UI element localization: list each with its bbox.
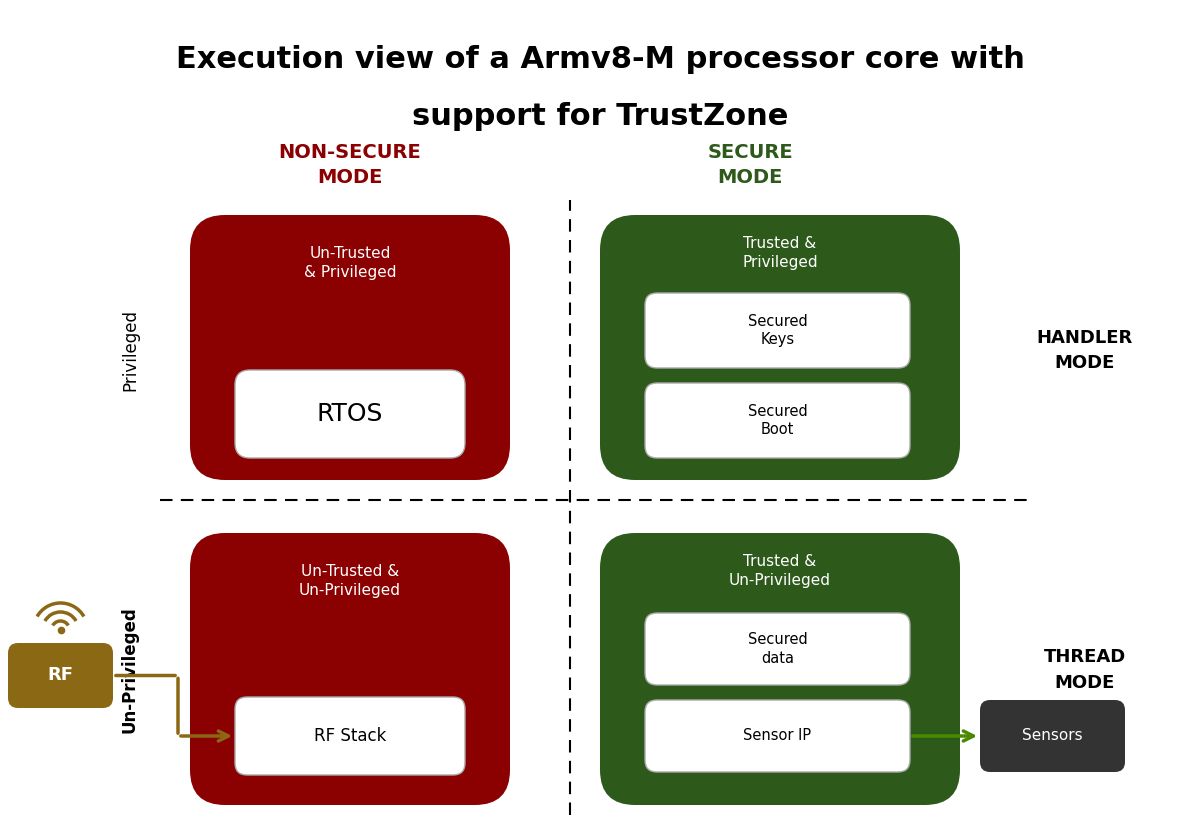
Text: RF: RF: [48, 666, 73, 685]
Text: support for TrustZone: support for TrustZone: [412, 102, 788, 131]
Text: NON-SECURE
MODE: NON-SECURE MODE: [278, 143, 421, 187]
FancyBboxPatch shape: [646, 613, 910, 685]
Text: Sensor IP: Sensor IP: [744, 728, 811, 743]
FancyBboxPatch shape: [235, 370, 466, 458]
FancyBboxPatch shape: [8, 643, 113, 708]
Text: Un-Privileged: Un-Privileged: [121, 606, 139, 733]
FancyBboxPatch shape: [646, 293, 910, 368]
Text: THREAD
MODE: THREAD MODE: [1044, 648, 1126, 691]
FancyBboxPatch shape: [980, 700, 1126, 772]
Text: Execution view of a Armv8-M processor core with: Execution view of a Armv8-M processor co…: [175, 45, 1025, 74]
FancyBboxPatch shape: [600, 533, 960, 805]
Text: Un-Trusted &
Un-Privileged: Un-Trusted & Un-Privileged: [299, 564, 401, 598]
FancyBboxPatch shape: [190, 215, 510, 480]
Text: SECURE
MODE: SECURE MODE: [707, 143, 793, 187]
FancyBboxPatch shape: [646, 383, 910, 458]
FancyBboxPatch shape: [190, 533, 510, 805]
Text: RF Stack: RF Stack: [314, 727, 386, 745]
Text: Trusted &
Privileged: Trusted & Privileged: [742, 235, 818, 270]
Text: HANDLER
MODE: HANDLER MODE: [1037, 328, 1133, 371]
Text: Sensors: Sensors: [1022, 728, 1082, 743]
FancyBboxPatch shape: [235, 697, 466, 775]
Text: Un-Trusted
& Privileged: Un-Trusted & Privileged: [304, 245, 396, 281]
Text: Secured
Keys: Secured Keys: [748, 313, 808, 347]
FancyBboxPatch shape: [600, 215, 960, 480]
Text: Secured
Boot: Secured Boot: [748, 404, 808, 438]
FancyBboxPatch shape: [646, 700, 910, 772]
Text: RTOS: RTOS: [317, 402, 383, 426]
Text: Secured
data: Secured data: [748, 633, 808, 666]
Text: Privileged: Privileged: [121, 309, 139, 391]
Text: Trusted &
Un-Privileged: Trusted & Un-Privileged: [730, 554, 830, 588]
